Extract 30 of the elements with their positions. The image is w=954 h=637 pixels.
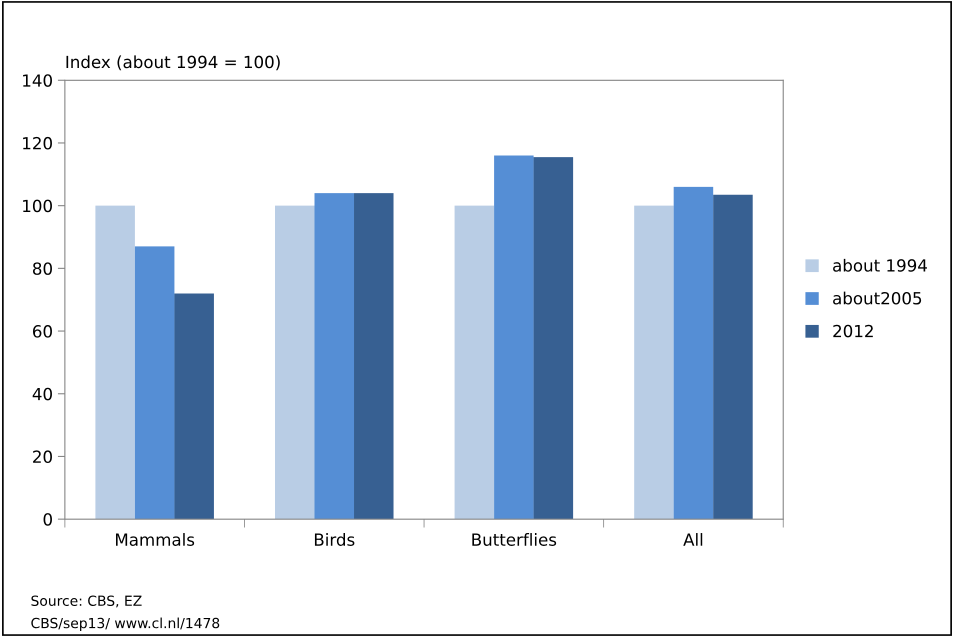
bar: [174, 293, 214, 520]
bar: [274, 206, 315, 520]
legend-label: about2005: [833, 292, 922, 305]
bar: [534, 157, 574, 520]
y-tick-label: 60: [33, 325, 52, 338]
text: CBS/sep13/ www.cl.nl/1478: [31, 618, 220, 631]
bar: [674, 186, 714, 520]
bar: [713, 194, 753, 520]
y-tick-label: 120: [23, 136, 52, 150]
bar: [354, 193, 394, 520]
y-tick-label: 100: [23, 200, 52, 212]
bar: [134, 246, 174, 520]
bar: [95, 206, 135, 520]
y-tick-label: 40: [32, 388, 52, 400]
legend-label: about 1994: [833, 258, 927, 272]
x-tick-label: Butterflies: [472, 533, 556, 546]
y-tick-label: 20: [33, 450, 52, 464]
y-tick-label: 0: [44, 513, 52, 526]
legend-label: 2012: [833, 324, 873, 338]
source-note: Source: CBS, EZ: [31, 595, 142, 608]
bar: [314, 193, 354, 520]
x-tick-label: Mammals: [116, 533, 194, 546]
x-tick-label: All: [683, 533, 702, 546]
bar: [454, 206, 494, 520]
bar: [494, 156, 534, 520]
x-tick-label: Birds: [314, 533, 354, 546]
bar: [634, 206, 674, 520]
y-tick-label: 80: [32, 262, 52, 275]
y-tick-label: 140: [23, 74, 52, 87]
y-axis-title: Index (about 1994 = 100): [66, 55, 280, 70]
